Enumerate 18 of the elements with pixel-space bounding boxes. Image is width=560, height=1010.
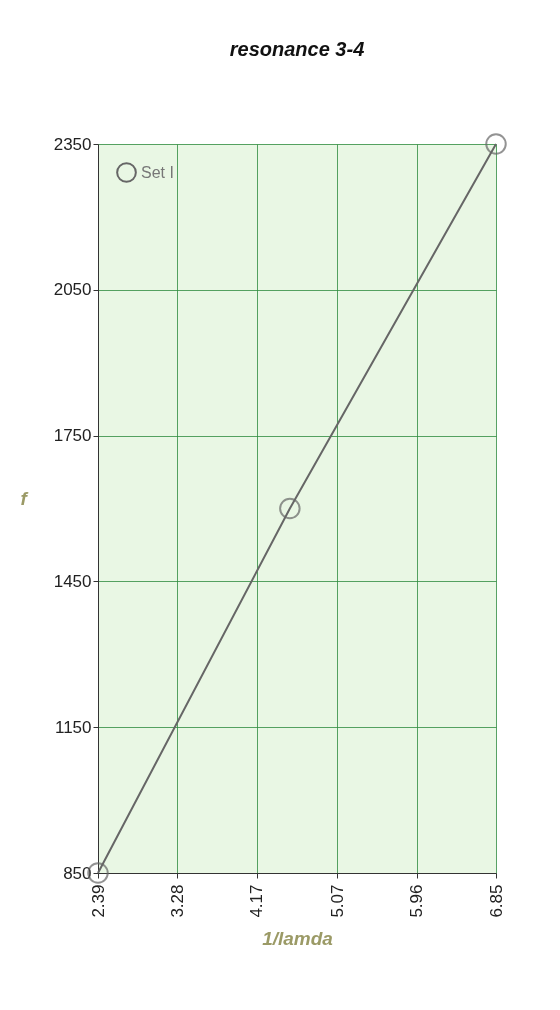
legend-label: Set I — [141, 163, 174, 181]
point — [279, 497, 301, 520]
x-axis-title: 1/lamda — [262, 927, 334, 949]
y-tick-label: 1450 — [53, 571, 92, 591]
x-tick-label: 4.17 — [247, 884, 267, 918]
x-tick-label: 3.28 — [167, 884, 187, 918]
x-tick-label: 5.07 — [327, 884, 347, 918]
y-tick-label: 2050 — [53, 280, 92, 300]
x-tick-label: 5.96 — [407, 884, 427, 918]
y-axis-title: f — [20, 488, 29, 509]
point — [485, 133, 507, 155]
y-tick-label: 2350 — [53, 134, 92, 154]
x-tick-label: 2.39 — [88, 884, 108, 918]
y-tick-label: 850 — [63, 863, 92, 883]
chart-title: resonance 3-4 — [229, 38, 365, 61]
x-tick-label: 6.85 — [486, 884, 506, 918]
y-tick-label: 1750 — [53, 426, 92, 446]
y-tick-label: 1150 — [54, 717, 92, 737]
